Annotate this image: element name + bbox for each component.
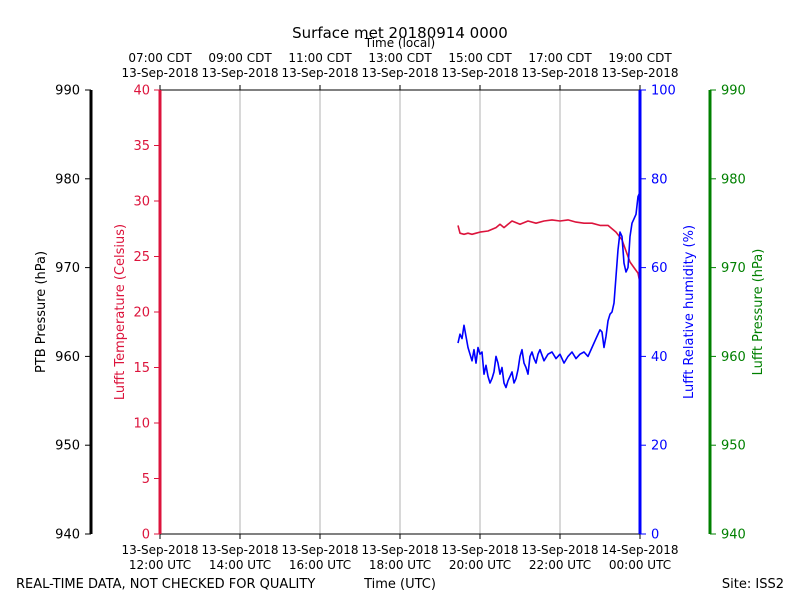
humidity-series-line bbox=[457, 191, 641, 389]
temperature-tick-label-3: 15 bbox=[133, 361, 150, 376]
x-tick-local-date-0: 13-Sep-2018 bbox=[121, 66, 198, 80]
temperature-tick-label-7: 35 bbox=[133, 139, 150, 154]
axes bbox=[85, 85, 716, 539]
lufft_pressure-tick-label-1: 950 bbox=[721, 439, 746, 454]
x-tick-local-date-3: 13-Sep-2018 bbox=[361, 66, 438, 80]
humidity-tick-label-2: 40 bbox=[651, 350, 668, 365]
chart-title: Surface met 20180914 0000 bbox=[292, 24, 508, 42]
x-tick-utc-time-4: 20:00 UTC bbox=[449, 558, 511, 572]
x-tick-utc-date-2: 13-Sep-2018 bbox=[281, 543, 358, 557]
x-tick-local-date-1: 13-Sep-2018 bbox=[201, 66, 278, 80]
lufft_pressure-tick-label-3: 970 bbox=[721, 261, 746, 276]
x-tick-local-time-1: 09:00 CDT bbox=[208, 51, 272, 65]
x-tick-utc-date-0: 13-Sep-2018 bbox=[121, 543, 198, 557]
quality-disclaimer: REAL-TIME DATA, NOT CHECKED FOR QUALITY bbox=[16, 577, 315, 592]
x-tick-utc-time-2: 16:00 UTC bbox=[289, 558, 351, 572]
temperature-tick-label-2: 10 bbox=[133, 417, 150, 432]
top-axis-label: Time (local) bbox=[364, 36, 436, 50]
temperature-tick-label-4: 20 bbox=[133, 306, 150, 321]
lufft_pressure-tick-label-2: 960 bbox=[721, 350, 746, 365]
lufft-pressure-axis-label: Lufft Pressure (hPa) bbox=[751, 249, 766, 376]
ptb-pressure-axis-label: PTB Pressure (hPa) bbox=[34, 251, 49, 373]
humidity-tick-label-0: 0 bbox=[651, 528, 659, 543]
x-tick-local-time-6: 19:00 CDT bbox=[608, 51, 672, 65]
x-tick-utc-date-6: 14-Sep-2018 bbox=[601, 543, 678, 557]
x-axis-label: Time (UTC) bbox=[363, 577, 436, 592]
temperature-axis-label: Lufft Temperature (Celsius) bbox=[113, 224, 128, 400]
series-lines bbox=[457, 191, 641, 389]
x-tick-local-date-4: 13-Sep-2018 bbox=[441, 66, 518, 80]
humidity-axis-label: Lufft Relative humidity (%) bbox=[682, 225, 697, 399]
ptb_pressure-tick-label-0: 940 bbox=[55, 528, 80, 543]
gridlines bbox=[239, 90, 561, 534]
ptb_pressure-tick-label-3: 970 bbox=[55, 261, 80, 276]
temperature-series-line bbox=[457, 219, 641, 284]
x-tick-local-date-6: 13-Sep-2018 bbox=[601, 66, 678, 80]
x-tick-utc-time-5: 22:00 UTC bbox=[529, 558, 591, 572]
x-tick-local-time-3: 13:00 CDT bbox=[368, 51, 432, 65]
ptb_pressure-tick-label-2: 960 bbox=[55, 350, 80, 365]
humidity-tick-label-1: 20 bbox=[651, 439, 668, 454]
ptb_pressure-tick-label-4: 980 bbox=[55, 172, 80, 187]
ptb_pressure-tick-label-1: 950 bbox=[55, 439, 80, 454]
x-tick-utc-time-6: 00:00 UTC bbox=[609, 558, 671, 572]
temperature-tick-label-0: 0 bbox=[142, 528, 150, 543]
x-tick-utc-date-5: 13-Sep-2018 bbox=[521, 543, 598, 557]
temperature-tick-label-1: 5 bbox=[142, 472, 150, 487]
temperature-tick-label-6: 30 bbox=[133, 195, 150, 210]
x-tick-utc-time-0: 12:00 UTC bbox=[129, 558, 191, 572]
x-tick-utc-date-4: 13-Sep-2018 bbox=[441, 543, 518, 557]
x-tick-local-date-2: 13-Sep-2018 bbox=[281, 66, 358, 80]
site-label: Site: ISS2 bbox=[722, 577, 784, 592]
x-tick-local-time-5: 17:00 CDT bbox=[528, 51, 592, 65]
lufft_pressure-tick-label-5: 990 bbox=[721, 84, 746, 99]
ptb_pressure-tick-label-5: 990 bbox=[55, 84, 80, 99]
x-tick-local-time-2: 11:00 CDT bbox=[288, 51, 352, 65]
humidity-tick-label-4: 80 bbox=[651, 172, 668, 187]
x-tick-utc-date-1: 13-Sep-2018 bbox=[201, 543, 278, 557]
x-tick-local-time-0: 07:00 CDT bbox=[128, 51, 192, 65]
temperature-tick-label-5: 25 bbox=[133, 250, 150, 265]
lufft_pressure-tick-label-0: 940 bbox=[721, 528, 746, 543]
x-tick-utc-date-3: 13-Sep-2018 bbox=[361, 543, 438, 557]
x-tick-local-time-4: 15:00 CDT bbox=[448, 51, 512, 65]
lufft_pressure-tick-label-4: 980 bbox=[721, 172, 746, 187]
temperature-tick-label-8: 40 bbox=[133, 84, 150, 99]
humidity-tick-label-3: 60 bbox=[651, 261, 668, 276]
x-tick-utc-time-3: 18:00 UTC bbox=[369, 558, 431, 572]
x-tick-local-date-5: 13-Sep-2018 bbox=[521, 66, 598, 80]
x-tick-utc-time-1: 14:00 UTC bbox=[209, 558, 271, 572]
humidity-tick-label-5: 100 bbox=[651, 84, 676, 99]
